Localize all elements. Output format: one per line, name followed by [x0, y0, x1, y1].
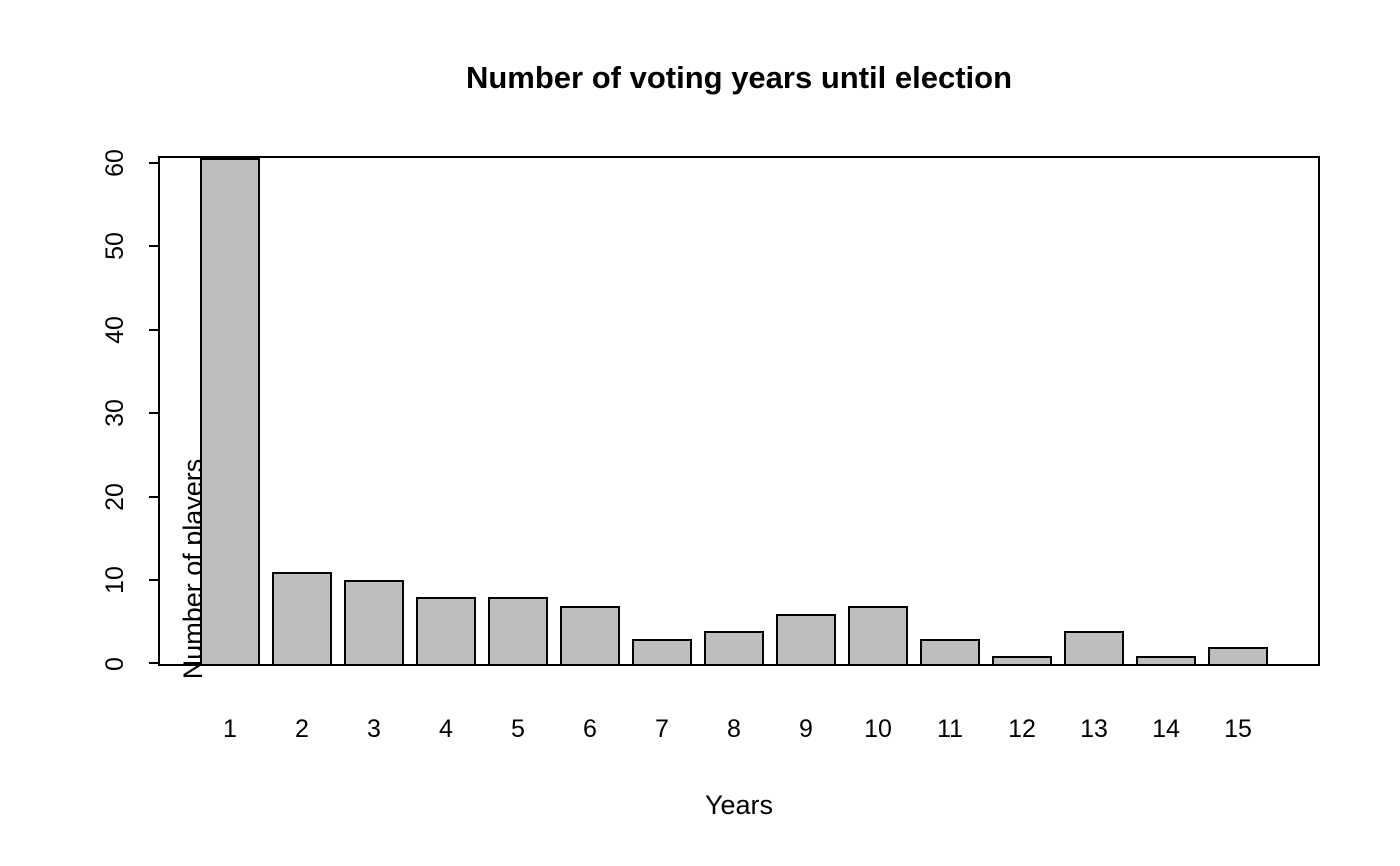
x-category-label: 5: [511, 715, 525, 743]
x-category-label: 3: [367, 715, 381, 743]
bar-year-6: [560, 606, 620, 664]
x-category-label: 14: [1152, 715, 1180, 743]
plot-area: Number of players 0 10 20 30 40 50 60 1 2 3 4 5 6 7 8 9…: [101, 149, 1320, 743]
y-tick: [149, 329, 158, 331]
x-category-label: 7: [655, 715, 669, 743]
x-category-label: 11: [937, 715, 963, 743]
x-category-label: 2: [295, 715, 309, 743]
bar-year-10: [848, 606, 908, 664]
y-tick-label: 50: [101, 232, 129, 260]
bar-year-11: [920, 639, 980, 664]
x-category-label: 4: [439, 715, 453, 743]
y-tick: [149, 579, 158, 581]
bar-year-7: [632, 639, 692, 664]
y-tick-label: 10: [101, 566, 129, 594]
x-category-label: 6: [583, 715, 597, 743]
y-tick-label: 20: [101, 483, 129, 511]
x-category-label: 10: [864, 715, 892, 743]
bar-year-4: [416, 597, 476, 664]
bar-year-2: [272, 572, 332, 664]
y-tick: [149, 496, 158, 498]
y-tick: [149, 412, 158, 414]
bar-year-9: [776, 614, 836, 664]
bar-year-13: [1064, 631, 1124, 664]
x-category-label: 15: [1224, 715, 1252, 743]
x-category-label: 8: [727, 715, 741, 743]
bar-year-5: [488, 597, 548, 664]
bar-year-12: [992, 656, 1052, 664]
x-axis-label: Years: [704, 790, 774, 820]
y-tick-label: 60: [101, 149, 129, 177]
y-tick: [149, 245, 158, 247]
x-category-label: 1: [223, 715, 237, 743]
bar-year-14: [1136, 656, 1196, 664]
bar-year-8: [704, 631, 764, 664]
chart-title: Number of voting years until election: [465, 60, 1013, 95]
y-tick-label: 30: [101, 399, 129, 427]
y-tick: [149, 162, 158, 164]
y-tick-label: 40: [101, 316, 129, 344]
x-category-label: 13: [1080, 715, 1108, 743]
x-category-label: 12: [1008, 715, 1036, 743]
bar-year-15: [1208, 647, 1268, 664]
y-tick-label: 0: [101, 657, 129, 671]
y-tick: [149, 662, 158, 664]
bar-year-3: [344, 580, 404, 664]
bar-year-1: [200, 158, 260, 664]
x-category-label: 9: [799, 715, 813, 743]
